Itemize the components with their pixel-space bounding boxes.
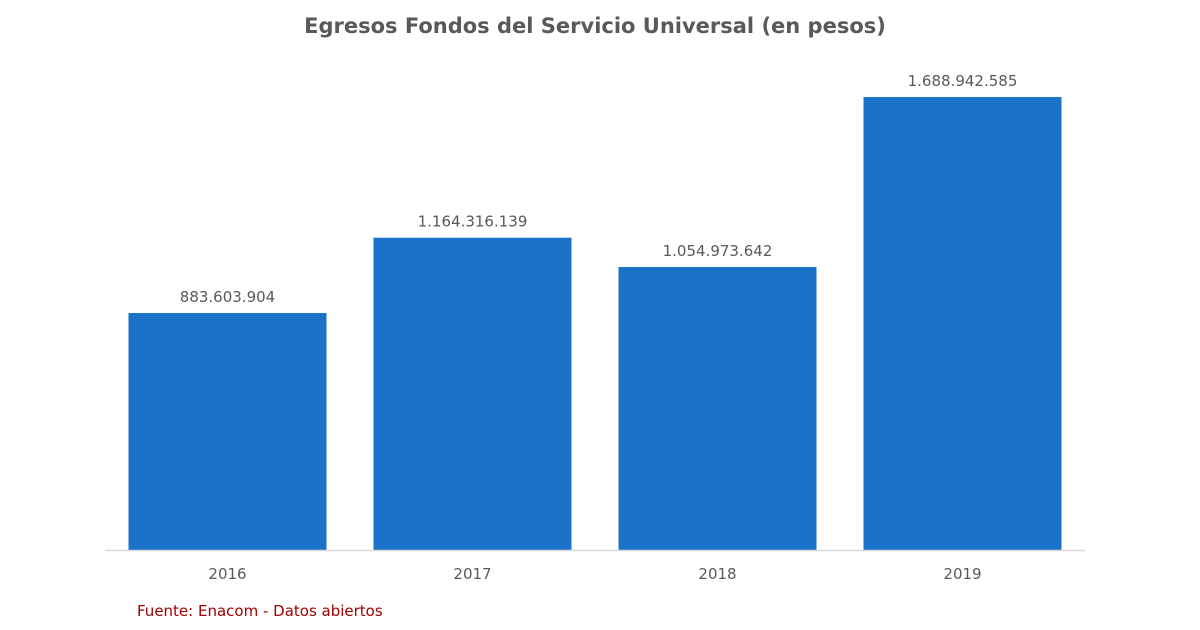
value-label-group: 883.603.904 1.164.316.139 1.054.973.642 1.6… xyxy=(180,72,1018,306)
bar-2017 xyxy=(373,237,572,550)
x-tick-label-2018: 2018 xyxy=(698,565,736,583)
chart-title: Egresos Fondos del Servicio Universal (e… xyxy=(304,14,886,38)
value-label-2016: 883.603.904 xyxy=(180,288,275,306)
bar-2019 xyxy=(863,97,1062,550)
x-tick-label-2017: 2017 xyxy=(453,565,491,583)
x-tick-label-group: 2016 2017 2018 2019 xyxy=(208,565,981,583)
value-label-2017: 1.164.316.139 xyxy=(418,213,528,231)
x-tick-label-2019: 2019 xyxy=(943,565,981,583)
bar-2018 xyxy=(618,267,817,550)
value-label-2018: 1.054.973.642 xyxy=(663,242,773,260)
x-tick-label-2016: 2016 xyxy=(208,565,246,583)
value-label-2019: 1.688.942.585 xyxy=(908,72,1018,90)
source-note: Fuente: Enacom - Datos abiertos xyxy=(137,602,383,620)
bar-2016 xyxy=(128,313,327,550)
bar-group xyxy=(128,97,1062,550)
